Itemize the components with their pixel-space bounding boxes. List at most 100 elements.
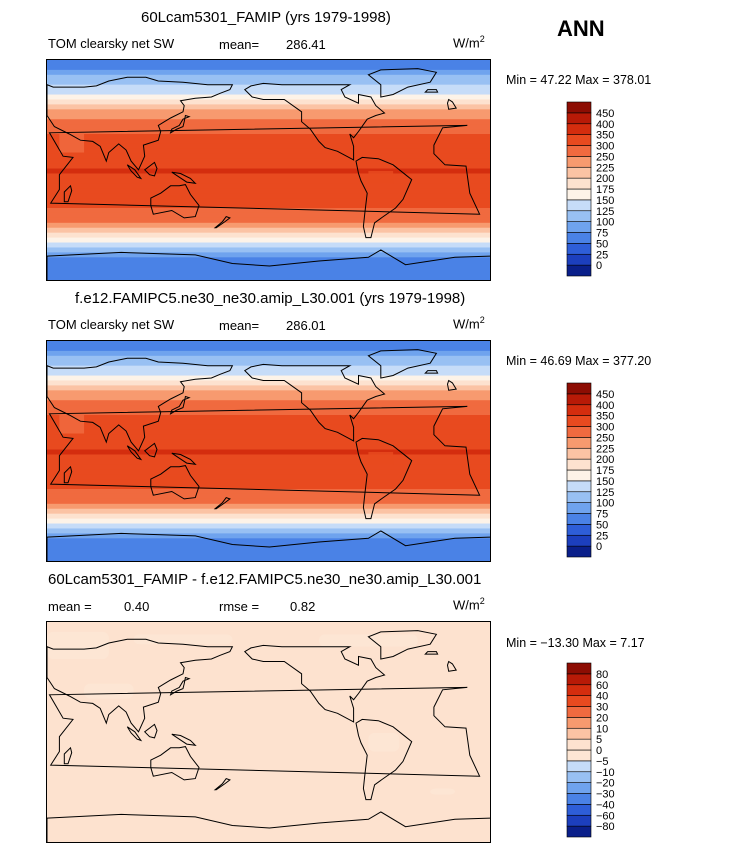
panel-1-field [47,60,490,280]
panel-3-map [46,621,491,843]
field-band [47,464,490,470]
field-diff-patch [368,733,400,752]
field-band [47,99,490,105]
colorbar-tick-label: 50 [596,238,608,250]
coastline [446,98,458,110]
field-band [47,424,490,431]
field-band [47,237,490,244]
coastline [243,363,386,442]
colorbar-box [566,513,592,525]
colorbar-box [566,253,592,266]
colorbar-tick-label: 100 [596,498,614,510]
field-band [47,365,490,372]
colorbar-box [566,814,592,827]
field-band [47,203,490,209]
coastlines [47,68,490,280]
field-band [47,415,490,421]
panel-1-minmax: Min = 47.22 Max = 378.01 [506,73,652,87]
panel-2-minmax: Min = 46.69 Max = 377.20 [506,354,652,368]
coastline [446,660,458,672]
field-diff-patch [84,683,134,699]
coastline [126,164,143,180]
field-band [47,104,490,110]
coastline [424,89,439,93]
colorbar-tick-label: 250 [596,151,614,163]
field-band [47,370,490,377]
panel-1-colorbar: 0 25 50 75 100 125 150 175 200 225 250 300 350 400 450 [566,101,627,277]
field-band [47,109,490,115]
field-band [47,79,490,86]
panel-1-units: W/m2 [453,34,485,51]
field-band [47,64,490,71]
colorbar-tick-label: 50 [596,519,608,531]
field-band [47,119,490,125]
panel-3-mean-value: 0.40 [124,599,150,614]
coastline [171,171,197,185]
colorbar-tick-label: 80 [596,669,608,681]
field-band [47,385,490,391]
field-band [47,479,490,485]
field-bands [47,341,490,561]
colorbar-box [566,545,592,558]
coastline [169,114,191,134]
field-band [47,360,490,367]
coastline [48,124,481,215]
field-band [47,208,490,214]
panel-2-map [46,340,491,562]
colorbar-box [566,404,592,416]
colorbar-tick-label: 10 [596,723,608,735]
field-band [47,518,490,525]
coastline [367,630,438,660]
colorbar-box [566,112,592,125]
coastline [47,811,490,842]
coastline [63,746,73,765]
colorbar-box [566,156,592,168]
field-band [47,429,490,436]
panel-2-variable: TOM clearsky net SW [48,317,175,332]
panel-1-map [46,59,491,281]
field-band [47,439,490,446]
coastline [143,442,158,458]
coastline [47,249,490,280]
colorbar-box [566,684,592,696]
field-band [47,380,490,386]
field-band [47,474,490,480]
field-band [47,513,490,520]
field-band [47,257,490,263]
field-band [47,277,490,280]
coastline [150,746,200,781]
panel-2-title: f.e12.FAMIPC5.ne30_ne30.amip_L30.001 (yr… [75,290,466,307]
colorbar-tick-label: 400 [596,400,614,412]
coastlines [47,630,490,842]
colorbar-box [566,760,592,773]
field-band [47,198,490,204]
panel-2-field [47,341,490,561]
coastline [213,778,231,791]
field-land-patch [59,134,85,153]
colorbar-tick-label: −20 [596,778,615,790]
field-band [47,410,490,416]
panel-3-title: 60Lcam5301_FAMIP - f.e12.FAMIPC5.ne30_ne… [48,571,482,588]
colorbar-box [566,188,592,201]
field-diff-patch [133,634,233,645]
colorbar-box [566,524,592,536]
coastlines [47,349,490,561]
field-band [47,252,490,258]
field-band [47,553,490,559]
colorbar-tick-label: 100 [596,217,614,229]
field-band [47,188,490,194]
field-band [47,390,490,396]
colorbar-tick-label: 125 [596,206,614,218]
field-band [47,449,490,455]
colorbar-box [566,717,592,729]
panel-3-colorbar: −80 −60 −40 −30 −20 −10 −5 0 5 10 20 30 40 60 80 [566,662,627,838]
field-band [47,212,490,219]
colorbar-tick-label: 75 [596,509,608,521]
colorbar-box [566,771,592,783]
colorbar-box [566,727,592,740]
coastline [150,184,200,219]
field-band [47,489,490,495]
colorbar-tick-label: 225 [596,162,614,174]
field-band [47,84,490,91]
field-band [47,60,490,66]
